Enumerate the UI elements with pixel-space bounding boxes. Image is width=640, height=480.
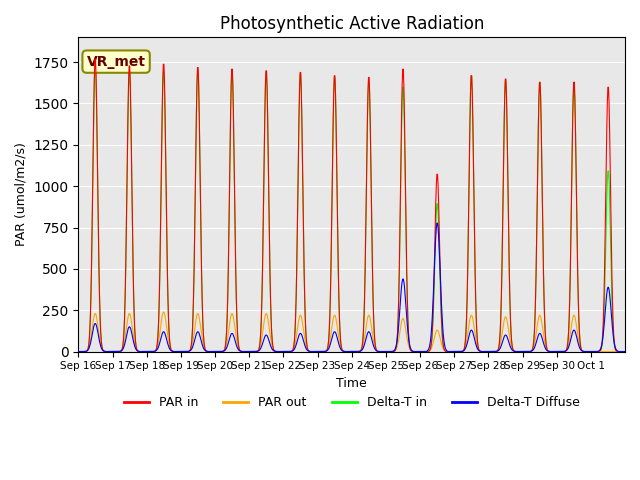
Y-axis label: PAR (umol/m2/s): PAR (umol/m2/s) (15, 143, 28, 246)
X-axis label: Time: Time (337, 377, 367, 390)
Title: Photosynthetic Active Radiation: Photosynthetic Active Radiation (220, 15, 484, 33)
Legend: PAR in, PAR out, Delta-T in, Delta-T Diffuse: PAR in, PAR out, Delta-T in, Delta-T Dif… (119, 391, 584, 414)
Text: VR_met: VR_met (86, 55, 146, 69)
